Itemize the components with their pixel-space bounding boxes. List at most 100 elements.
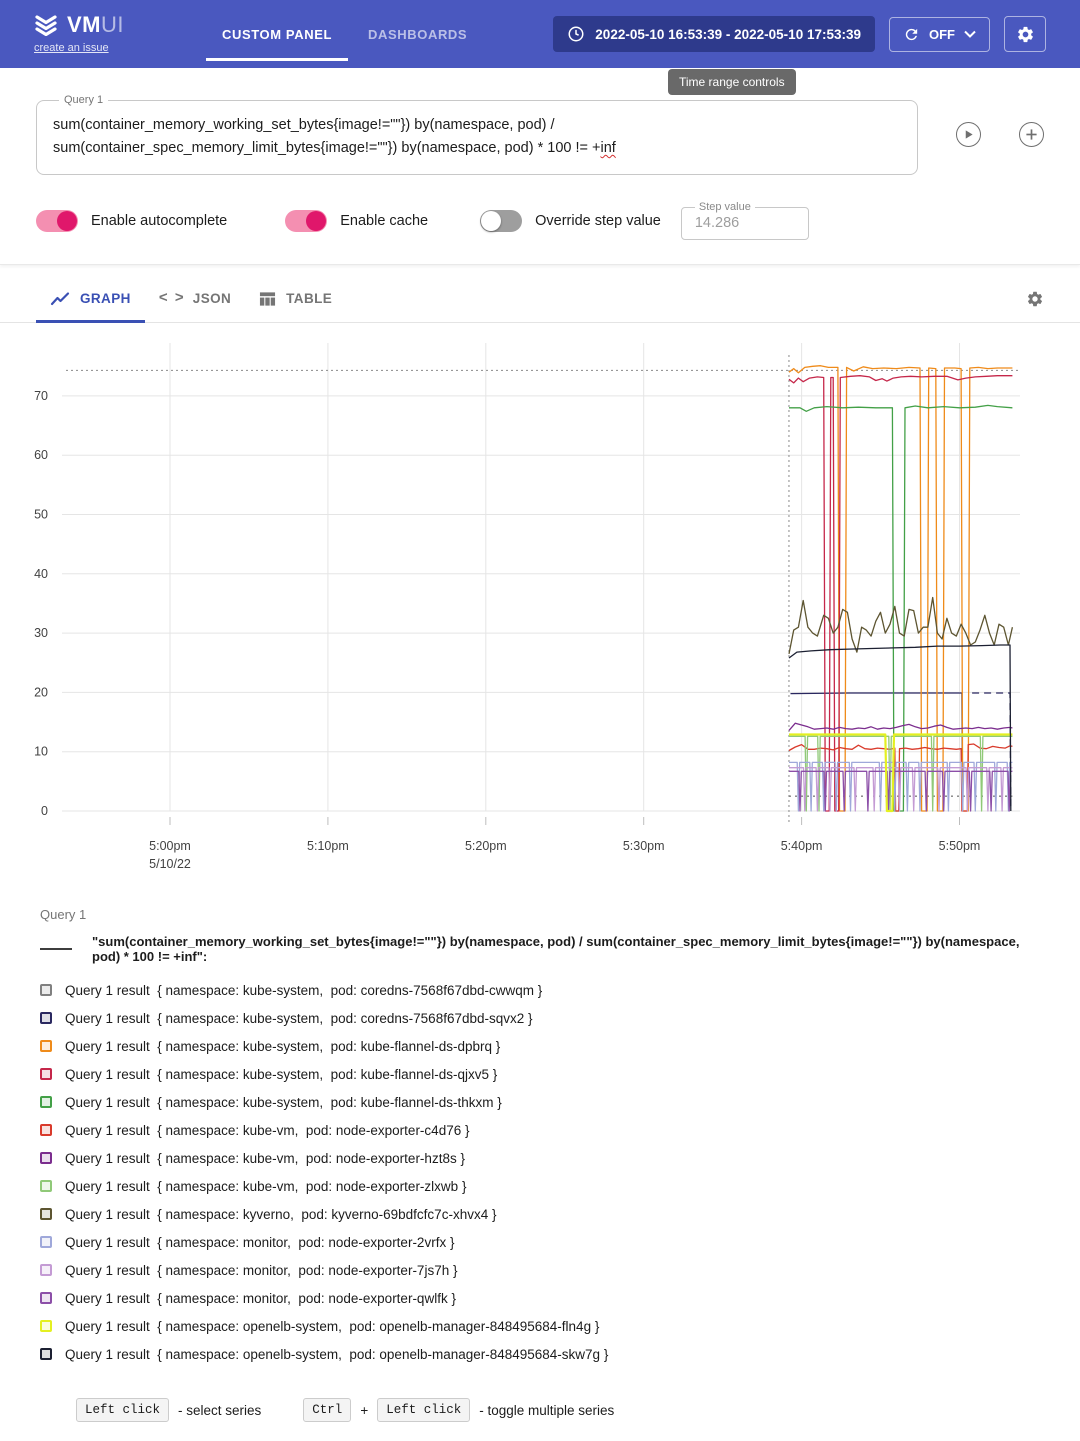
tab-json[interactable]: < > JSON	[158, 290, 232, 308]
kbd-ctrl: Ctrl	[303, 1398, 352, 1423]
series-label: Query 1 result { namespace: kube-system,…	[65, 1038, 501, 1054]
series-swatch	[40, 984, 52, 997]
series-swatch	[40, 1152, 52, 1165]
series-label: Query 1 result { namespace: kyverno, pod…	[65, 1206, 497, 1222]
vmui-logo[interactable]: VMUI	[34, 12, 124, 38]
refresh-icon	[903, 26, 920, 43]
legend-item[interactable]: Query 1 result { namespace: monitor, pod…	[40, 1256, 1040, 1284]
cache-toggle[interactable]: Enable cache	[285, 209, 428, 232]
autorefresh-button[interactable]: OFF	[889, 16, 990, 52]
toggle-knob	[481, 210, 502, 231]
series-swatch	[40, 1040, 52, 1053]
chart-line-icon	[50, 291, 70, 307]
create-issue-link[interactable]: create an issue	[34, 42, 109, 54]
kbd-left-click: Left click	[76, 1398, 170, 1423]
legend-expression: "sum(container_memory_working_set_bytes{…	[92, 934, 1024, 965]
autocomplete-toggle[interactable]: Enable autocomplete	[36, 209, 227, 232]
view-tabbar: GRAPH < > JSON TABLE	[0, 275, 1080, 324]
svg-text:5/10/22: 5/10/22	[149, 857, 191, 871]
misspelled-word: inf	[600, 140, 616, 157]
series-swatch	[40, 1292, 52, 1305]
tab-graph[interactable]: GRAPH	[36, 275, 145, 324]
series-swatch	[40, 1124, 52, 1137]
chart-hints: Left click - select series Ctrl + Left c…	[76, 1398, 1040, 1423]
series-label: Query 1 result { namespace: kube-vm, pod…	[65, 1178, 467, 1194]
svg-text:50: 50	[34, 508, 48, 522]
series-label: Query 1 result { namespace: kube-system,…	[65, 982, 543, 998]
step-override-toggle[interactable]: Override step value	[480, 209, 661, 232]
time-range-text: 2022-05-10 16:53:39 - 2022-05-10 17:53:3…	[595, 26, 861, 42]
legend-item[interactable]: Query 1 result { namespace: kube-vm, pod…	[40, 1144, 1040, 1172]
series-swatch	[40, 1264, 52, 1277]
code-icon: < >	[158, 290, 184, 308]
kbd-left-click: Left click	[377, 1398, 471, 1423]
svg-text:70: 70	[34, 389, 48, 403]
chart-section: 0 10 20 30 40 50 60 70 5:00pm 5:10pm 5:20pm 5:30pm 5…	[0, 323, 1080, 883]
tab-table[interactable]: TABLE	[245, 275, 346, 322]
step-value-input[interactable]: Step value 14.286	[680, 201, 809, 241]
results-chart[interactable]: 0 10 20 30 40 50 60 70 5:00pm 5:10pm 5:20pm 5:30pm 5…	[0, 323, 1080, 883]
series-swatch	[40, 1096, 52, 1109]
legend-item[interactable]: Query 1 result { namespace: kube-vm, pod…	[40, 1172, 1040, 1200]
autorefresh-label: OFF	[929, 26, 955, 42]
legend-query-label: Query 1	[40, 907, 87, 923]
clock-icon	[567, 25, 585, 43]
legend-section: Query 1 "sum(container_memory_working_se…	[0, 883, 1080, 1423]
svg-text:5:50pm: 5:50pm	[939, 839, 981, 853]
series-label: Query 1 result { namespace: monitor, pod…	[65, 1234, 455, 1250]
legend-item[interactable]: Query 1 result { namespace: kube-vm, pod…	[40, 1116, 1040, 1144]
legend-item[interactable]: Query 1 result { namespace: kyverno, pod…	[40, 1200, 1040, 1228]
legend-item[interactable]: Query 1 result { namespace: openelb-syst…	[40, 1312, 1040, 1340]
time-range-tooltip: Time range controls	[668, 69, 796, 95]
legend-item[interactable]: Query 1 result { namespace: kube-system,…	[40, 1060, 1040, 1088]
legend-item[interactable]: Query 1 result { namespace: openelb-syst…	[40, 1340, 1040, 1368]
nav-tab-custom-panel[interactable]: CUSTOM PANEL	[204, 0, 350, 68]
legend-item[interactable]: Query 1 result { namespace: kube-system,…	[40, 1032, 1040, 1060]
logo-block: VMUI create an issue	[34, 12, 124, 56]
series-label: Query 1 result { namespace: kube-vm, pod…	[65, 1122, 470, 1138]
series-swatch	[40, 1068, 52, 1081]
app-header: VMUI create an issue CUSTOM PANEL DASHBO…	[0, 0, 1080, 68]
legend-item[interactable]: Query 1 result { namespace: kube-system,…	[40, 1088, 1040, 1116]
series-label: Query 1 result { namespace: kube-vm, pod…	[65, 1150, 465, 1166]
svg-text:5:40pm: 5:40pm	[781, 839, 823, 853]
nav-tab-dashboards[interactable]: DASHBOARDS	[368, 26, 468, 42]
header-controls: 2022-05-10 16:53:39 - 2022-05-10 17:53:3…	[553, 16, 1046, 52]
svg-text:5:10pm: 5:10pm	[307, 839, 349, 853]
header-nav: CUSTOM PANEL DASHBOARDS	[204, 0, 485, 68]
toggle-knob	[306, 210, 327, 231]
query-text[interactable]: sum(container_memory_working_set_bytes{i…	[53, 117, 616, 157]
series-label: Query 1 result { namespace: kube-system,…	[65, 1010, 533, 1026]
svg-text:5:20pm: 5:20pm	[465, 839, 507, 853]
hint-select-series: Left click - select series	[76, 1398, 261, 1423]
svg-text:5:30pm: 5:30pm	[623, 839, 665, 853]
svg-text:40: 40	[34, 567, 48, 581]
toggle-track[interactable]	[36, 209, 78, 232]
legend-item[interactable]: Query 1 result { namespace: kube-system,…	[40, 1004, 1040, 1032]
series-swatch	[40, 1320, 52, 1333]
legend-item[interactable]: Query 1 result { namespace: monitor, pod…	[40, 1284, 1040, 1312]
add-query-button[interactable]	[1019, 122, 1044, 148]
gear-icon	[1026, 290, 1044, 308]
svg-text:0: 0	[41, 804, 48, 818]
query-line-swatch	[40, 948, 72, 951]
series-label: Query 1 result { namespace: monitor, pod…	[65, 1262, 458, 1278]
time-range-button[interactable]: 2022-05-10 16:53:39 - 2022-05-10 17:53:3…	[553, 16, 875, 52]
legend-item[interactable]: Query 1 result { namespace: kube-system,…	[40, 976, 1040, 1004]
toggle-track[interactable]	[480, 209, 523, 232]
gear-icon	[1016, 25, 1035, 44]
global-settings-button[interactable]	[1004, 16, 1046, 52]
legend-items: Query 1 result { namespace: kube-system,…	[40, 976, 1040, 1368]
query-label: Query 1	[64, 94, 104, 106]
execute-query-button[interactable]	[956, 122, 981, 148]
query-input[interactable]: Query 1 sum(container_memory_working_set…	[36, 94, 918, 176]
graph-settings-button[interactable]	[1026, 290, 1044, 308]
series-label: Query 1 result { namespace: kube-system,…	[65, 1066, 498, 1082]
svg-text:60: 60	[34, 449, 48, 463]
query-section: Query 1 sum(container_memory_working_set…	[0, 68, 1080, 266]
chevron-down-icon	[964, 30, 976, 38]
series-swatch	[40, 1208, 52, 1221]
table-icon	[259, 291, 276, 307]
legend-item[interactable]: Query 1 result { namespace: monitor, pod…	[40, 1228, 1040, 1256]
toggle-track[interactable]	[285, 209, 328, 232]
